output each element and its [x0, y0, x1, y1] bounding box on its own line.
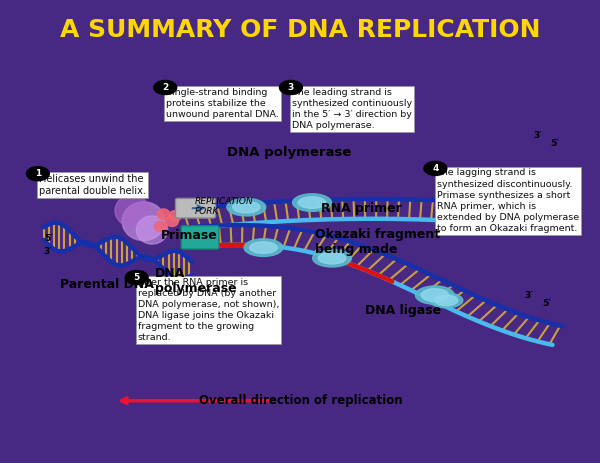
Circle shape — [280, 81, 302, 94]
Text: 5′: 5′ — [44, 234, 52, 244]
Ellipse shape — [227, 198, 266, 216]
Ellipse shape — [293, 194, 331, 212]
Ellipse shape — [233, 201, 260, 213]
Text: DNA ligase: DNA ligase — [365, 305, 442, 318]
Text: 4: 4 — [432, 164, 439, 173]
Text: The lagging strand is
synthesized discontinuously.
Primase synthesizes a short
R: The lagging strand is synthesized discon… — [437, 169, 578, 233]
FancyBboxPatch shape — [181, 226, 219, 249]
Text: DNA
polymerase: DNA polymerase — [155, 267, 236, 295]
Text: Single-strand binding
proteins stabilize the
unwound parental DNA.: Single-strand binding proteins stabilize… — [166, 88, 279, 119]
Ellipse shape — [434, 295, 458, 306]
Ellipse shape — [122, 202, 165, 241]
FancyBboxPatch shape — [176, 198, 215, 218]
Circle shape — [424, 162, 447, 175]
Text: 1: 1 — [35, 169, 41, 178]
Ellipse shape — [421, 289, 448, 301]
Text: Okazaki fragment
being made: Okazaki fragment being made — [315, 228, 440, 256]
Text: 3′: 3′ — [44, 247, 52, 256]
Text: Parental DNA: Parental DNA — [59, 278, 154, 291]
Ellipse shape — [244, 239, 283, 257]
Ellipse shape — [115, 195, 149, 226]
Ellipse shape — [319, 252, 346, 264]
Text: 5: 5 — [134, 273, 140, 282]
Ellipse shape — [157, 209, 170, 219]
Text: 2: 2 — [162, 83, 169, 92]
Circle shape — [125, 270, 148, 285]
Text: Overall direction of replication: Overall direction of replication — [199, 394, 403, 407]
Ellipse shape — [136, 216, 168, 244]
Text: DNA polymerase: DNA polymerase — [227, 146, 352, 159]
Ellipse shape — [415, 286, 454, 304]
Ellipse shape — [430, 293, 463, 308]
Ellipse shape — [169, 211, 181, 221]
Circle shape — [26, 167, 49, 181]
Text: RNA primer: RNA primer — [320, 202, 401, 215]
Ellipse shape — [313, 250, 352, 267]
Text: After the RNA primer is
replaced by DNA (by another
DNA polymerase, not shown),
: After the RNA primer is replaced by DNA … — [138, 277, 279, 342]
Text: 5′: 5′ — [550, 139, 559, 148]
Text: 3: 3 — [288, 83, 294, 92]
Text: The leading strand is
synthesized continuously
in the 5′ → 3′ direction by
DNA p: The leading strand is synthesized contin… — [292, 88, 412, 130]
Ellipse shape — [298, 197, 326, 208]
Circle shape — [154, 81, 176, 94]
Text: Helicases unwind the
parental double helix.: Helicases unwind the parental double hel… — [39, 174, 146, 196]
Text: 3′: 3′ — [525, 291, 533, 300]
Text: 5′: 5′ — [542, 300, 551, 308]
Text: REPLICATION
FORK: REPLICATION FORK — [195, 197, 254, 216]
Ellipse shape — [166, 216, 178, 226]
Text: Primase: Primase — [161, 229, 217, 242]
Ellipse shape — [154, 221, 167, 232]
Text: 3′: 3′ — [533, 131, 542, 139]
Text: A SUMMARY OF DNA REPLICATION: A SUMMARY OF DNA REPLICATION — [60, 18, 540, 42]
Ellipse shape — [250, 242, 277, 253]
